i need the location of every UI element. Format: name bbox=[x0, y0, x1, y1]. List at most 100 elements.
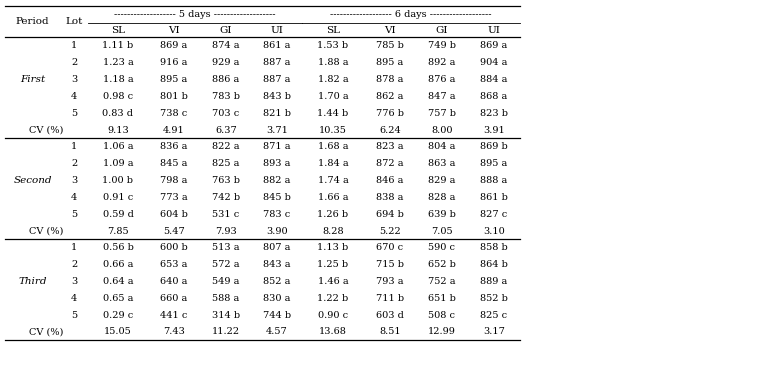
Text: 823 a: 823 a bbox=[376, 142, 404, 151]
Text: 0.66 a: 0.66 a bbox=[103, 260, 133, 269]
Text: 7.85: 7.85 bbox=[107, 227, 129, 236]
Text: 798 a: 798 a bbox=[160, 176, 187, 185]
Text: 763 b: 763 b bbox=[212, 176, 240, 185]
Text: 0.29 c: 0.29 c bbox=[103, 311, 133, 320]
Text: 887 a: 887 a bbox=[264, 58, 290, 67]
Text: 889 a: 889 a bbox=[480, 277, 507, 286]
Text: 2: 2 bbox=[71, 58, 77, 67]
Text: 7.93: 7.93 bbox=[215, 227, 237, 236]
Text: 441 c: 441 c bbox=[160, 311, 187, 320]
Text: 1.66 a: 1.66 a bbox=[318, 193, 348, 202]
Text: 864 b: 864 b bbox=[480, 260, 508, 269]
Text: 1.53 b: 1.53 b bbox=[318, 41, 348, 50]
Text: 874 a: 874 a bbox=[213, 41, 240, 50]
Text: 1.06 a: 1.06 a bbox=[103, 142, 133, 151]
Text: 884 a: 884 a bbox=[480, 75, 507, 84]
Text: 785 b: 785 b bbox=[376, 41, 404, 50]
Text: 572 a: 572 a bbox=[213, 260, 240, 269]
Text: 1.22 b: 1.22 b bbox=[318, 294, 349, 303]
Text: 5.22: 5.22 bbox=[379, 227, 401, 236]
Text: 0.56 b: 0.56 b bbox=[103, 243, 133, 252]
Text: 588 a: 588 a bbox=[213, 294, 239, 303]
Text: 13.68: 13.68 bbox=[319, 328, 347, 337]
Text: 783 c: 783 c bbox=[264, 210, 290, 219]
Text: 892 a: 892 a bbox=[428, 58, 456, 67]
Text: 1.44 b: 1.44 b bbox=[318, 109, 349, 118]
Text: 1.11 b: 1.11 b bbox=[102, 41, 133, 50]
Text: 886 a: 886 a bbox=[213, 75, 239, 84]
Text: 531 c: 531 c bbox=[213, 210, 239, 219]
Text: 4: 4 bbox=[71, 92, 77, 101]
Text: VI: VI bbox=[384, 25, 395, 34]
Text: 895 a: 895 a bbox=[480, 159, 507, 168]
Text: 0.59 d: 0.59 d bbox=[103, 210, 133, 219]
Text: 1.00 b: 1.00 b bbox=[103, 176, 133, 185]
Text: 694 b: 694 b bbox=[376, 210, 404, 219]
Text: 807 a: 807 a bbox=[264, 243, 290, 252]
Text: 744 b: 744 b bbox=[263, 311, 291, 320]
Text: 1.18 a: 1.18 a bbox=[103, 75, 133, 84]
Text: 11.22: 11.22 bbox=[212, 328, 240, 337]
Text: 804 a: 804 a bbox=[428, 142, 456, 151]
Text: 845 a: 845 a bbox=[160, 159, 187, 168]
Text: 830 a: 830 a bbox=[264, 294, 290, 303]
Text: 670 c: 670 c bbox=[376, 243, 404, 252]
Text: 0.98 c: 0.98 c bbox=[103, 92, 133, 101]
Text: 640 a: 640 a bbox=[160, 277, 187, 286]
Text: 852 a: 852 a bbox=[264, 277, 290, 286]
Text: 1.82 a: 1.82 a bbox=[318, 75, 348, 84]
Text: 10.35: 10.35 bbox=[319, 126, 347, 135]
Text: 878 a: 878 a bbox=[376, 75, 404, 84]
Text: 590 c: 590 c bbox=[428, 243, 456, 252]
Text: 3.17: 3.17 bbox=[483, 328, 505, 337]
Text: First: First bbox=[20, 75, 45, 84]
Text: Period: Period bbox=[16, 17, 50, 26]
Text: 0.91 c: 0.91 c bbox=[103, 193, 133, 202]
Text: 752 a: 752 a bbox=[428, 277, 456, 286]
Text: 1: 1 bbox=[71, 142, 77, 151]
Text: GI: GI bbox=[219, 25, 232, 34]
Text: 742 b: 742 b bbox=[212, 193, 240, 202]
Text: 7.05: 7.05 bbox=[431, 227, 453, 236]
Text: 871 a: 871 a bbox=[263, 142, 291, 151]
Text: 600 b: 600 b bbox=[160, 243, 188, 252]
Text: 653 a: 653 a bbox=[160, 260, 187, 269]
Text: 861 b: 861 b bbox=[480, 193, 508, 202]
Text: 4.91: 4.91 bbox=[163, 126, 185, 135]
Text: 651 b: 651 b bbox=[428, 294, 456, 303]
Text: 513 a: 513 a bbox=[213, 243, 240, 252]
Text: 508 c: 508 c bbox=[428, 311, 456, 320]
Text: 8.00: 8.00 bbox=[431, 126, 453, 135]
Text: GI: GI bbox=[436, 25, 448, 34]
Text: 0.65 a: 0.65 a bbox=[103, 294, 133, 303]
Text: 0.64 a: 0.64 a bbox=[103, 277, 133, 286]
Text: 929 a: 929 a bbox=[213, 58, 240, 67]
Text: 872 a: 872 a bbox=[376, 159, 404, 168]
Text: 1.74 a: 1.74 a bbox=[318, 176, 348, 185]
Text: 828 a: 828 a bbox=[428, 193, 456, 202]
Text: 3.71: 3.71 bbox=[266, 126, 288, 135]
Text: 823 b: 823 b bbox=[480, 109, 508, 118]
Text: 863 a: 863 a bbox=[428, 159, 456, 168]
Text: 5.47: 5.47 bbox=[163, 227, 185, 236]
Text: 5: 5 bbox=[71, 311, 77, 320]
Text: 1.88 a: 1.88 a bbox=[318, 58, 348, 67]
Text: 3.91: 3.91 bbox=[483, 126, 505, 135]
Text: CV (%): CV (%) bbox=[29, 227, 64, 236]
Text: 858 b: 858 b bbox=[480, 243, 508, 252]
Text: 822 a: 822 a bbox=[213, 142, 240, 151]
Text: 314 b: 314 b bbox=[212, 311, 240, 320]
Text: 783 b: 783 b bbox=[212, 92, 240, 101]
Text: 882 a: 882 a bbox=[264, 176, 290, 185]
Text: 703 c: 703 c bbox=[213, 109, 239, 118]
Text: 895 a: 895 a bbox=[376, 58, 404, 67]
Text: 869 a: 869 a bbox=[160, 41, 187, 50]
Text: 861 a: 861 a bbox=[264, 41, 290, 50]
Text: 876 a: 876 a bbox=[428, 75, 456, 84]
Text: 749 b: 749 b bbox=[428, 41, 456, 50]
Text: 869 a: 869 a bbox=[480, 41, 507, 50]
Text: 9.13: 9.13 bbox=[107, 126, 129, 135]
Text: 0.83 d: 0.83 d bbox=[103, 109, 133, 118]
Text: 639 b: 639 b bbox=[428, 210, 456, 219]
Text: 1.13 b: 1.13 b bbox=[318, 243, 349, 252]
